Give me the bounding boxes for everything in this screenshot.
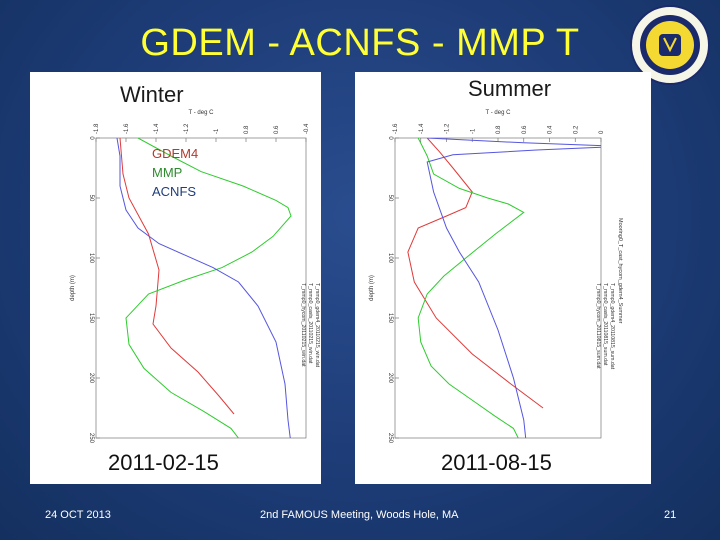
season-label: Winter bbox=[120, 82, 184, 107]
footer-date: 24 OCT 2013 bbox=[45, 509, 111, 521]
x-tick-label: -1.6 bbox=[124, 123, 130, 134]
right-legend-entry: T_mmp0_gdem4_20110215_win.dat bbox=[314, 283, 320, 368]
y-tick-label: 200 bbox=[387, 373, 393, 384]
y-tick-label: 250 bbox=[387, 433, 393, 444]
footer-meeting: 2nd FAMOUS Meeting, Woods Hole, MA bbox=[260, 509, 459, 521]
y-tick-label: 150 bbox=[387, 313, 393, 324]
right-legend-entry: T_mmp0_hycom_20110215_win.dat bbox=[300, 283, 306, 367]
plot-frame bbox=[394, 137, 602, 439]
x-tick-label: -1.8 bbox=[94, 123, 100, 134]
x-tick-label: 0.2 bbox=[573, 125, 579, 134]
legend-mmp: MMP bbox=[152, 165, 183, 180]
y-tick-label: 50 bbox=[88, 195, 94, 202]
y-tick-label: 0 bbox=[387, 136, 393, 140]
y-tick-label: 150 bbox=[88, 313, 94, 324]
x-tick-label: 0.8 bbox=[496, 125, 502, 134]
right-legend-entry: T_mmp0_hycom_20110815_sum.dat bbox=[595, 283, 601, 369]
series-line-gdem bbox=[407, 138, 544, 409]
legend-acnfs: ACNFS bbox=[152, 184, 197, 199]
x-tick-label: 0 bbox=[599, 130, 605, 134]
x-tick-label: -1.4 bbox=[419, 123, 425, 134]
chart-panel-summer: Summer -1.6 -1.4 -1.2 -1 0.8 0.6 0.4 0.2 0 T - de… bbox=[355, 72, 651, 484]
y-tick-label: 100 bbox=[387, 253, 393, 264]
chart-panel-winter: Winter -1.8 -1.6 -1.4 -1.2 -1 0.8 0.6 -0.4 T - d… bbox=[30, 72, 321, 484]
x-axis-label: T - deg C bbox=[189, 110, 215, 116]
winter-chart: -1.8 -1.6 -1.4 -1.2 -1 0.8 0.6 -0.4 T - deg C 0 50… bbox=[70, 110, 320, 444]
series-line-mmp bbox=[417, 138, 525, 438]
plot-frame bbox=[95, 137, 307, 439]
x-tick-label: -1 bbox=[470, 128, 476, 134]
x-tick-label: 0.6 bbox=[522, 125, 528, 134]
y-tick-label: 100 bbox=[88, 253, 94, 264]
x-tick-label: -1.4 bbox=[154, 123, 160, 134]
right-legend-entry: T_mmp0_gdem4_20110815_sum.dat bbox=[609, 283, 615, 370]
right-title: Mooring0_T_cast_hycom_gdem4_Summer bbox=[617, 218, 623, 324]
x-tick-label: -0.4 bbox=[304, 123, 310, 134]
x-tick-label: 0.8 bbox=[244, 125, 250, 134]
summer-chart: -1.6 -1.4 -1.2 -1 0.8 0.6 0.4 0.2 0 T - deg C 0 50 1… bbox=[369, 110, 623, 444]
legend-gdem: GDEM4 bbox=[152, 146, 199, 161]
x-tick-label: -1.6 bbox=[393, 123, 399, 134]
season-label: Summer bbox=[468, 76, 552, 101]
y-axis-label: depth (m) bbox=[369, 275, 375, 301]
y-tick-label: 250 bbox=[88, 433, 94, 444]
nrl-seal-logo bbox=[630, 5, 710, 85]
page-number: 21 bbox=[664, 509, 677, 521]
x-axis-label: T - deg C bbox=[486, 110, 512, 116]
series-line-gdem bbox=[119, 138, 235, 415]
y-axis-label: depth (m) bbox=[70, 275, 76, 301]
y-tick-label: 50 bbox=[387, 195, 393, 202]
x-tick-label: 0.4 bbox=[548, 125, 554, 134]
date-label: 2011-08-15 bbox=[441, 450, 552, 475]
slide-title: GDEM - ACNFS - MMP T bbox=[140, 22, 580, 64]
series-line-mmp bbox=[125, 138, 292, 438]
x-tick-label: -1.2 bbox=[445, 123, 451, 134]
right-legend-entry: T_mmp0_casts_20110215_win.dat bbox=[307, 283, 313, 364]
x-tick-label: -1.2 bbox=[184, 123, 190, 134]
series-line-acnfs bbox=[116, 138, 291, 438]
legend-overlay: GDEM4 MMP ACNFS bbox=[152, 144, 198, 201]
x-tick-label: -1 bbox=[214, 128, 220, 134]
x-tick-label: 0.6 bbox=[274, 125, 280, 134]
y-tick-label: 0 bbox=[88, 136, 94, 140]
right-legend-entry: T_mmp0_casts_20110815_sum.dat bbox=[602, 283, 608, 366]
series-line-acnfs bbox=[426, 138, 601, 438]
date-label: 2011-02-15 bbox=[108, 450, 219, 475]
y-tick-label: 200 bbox=[88, 373, 94, 384]
